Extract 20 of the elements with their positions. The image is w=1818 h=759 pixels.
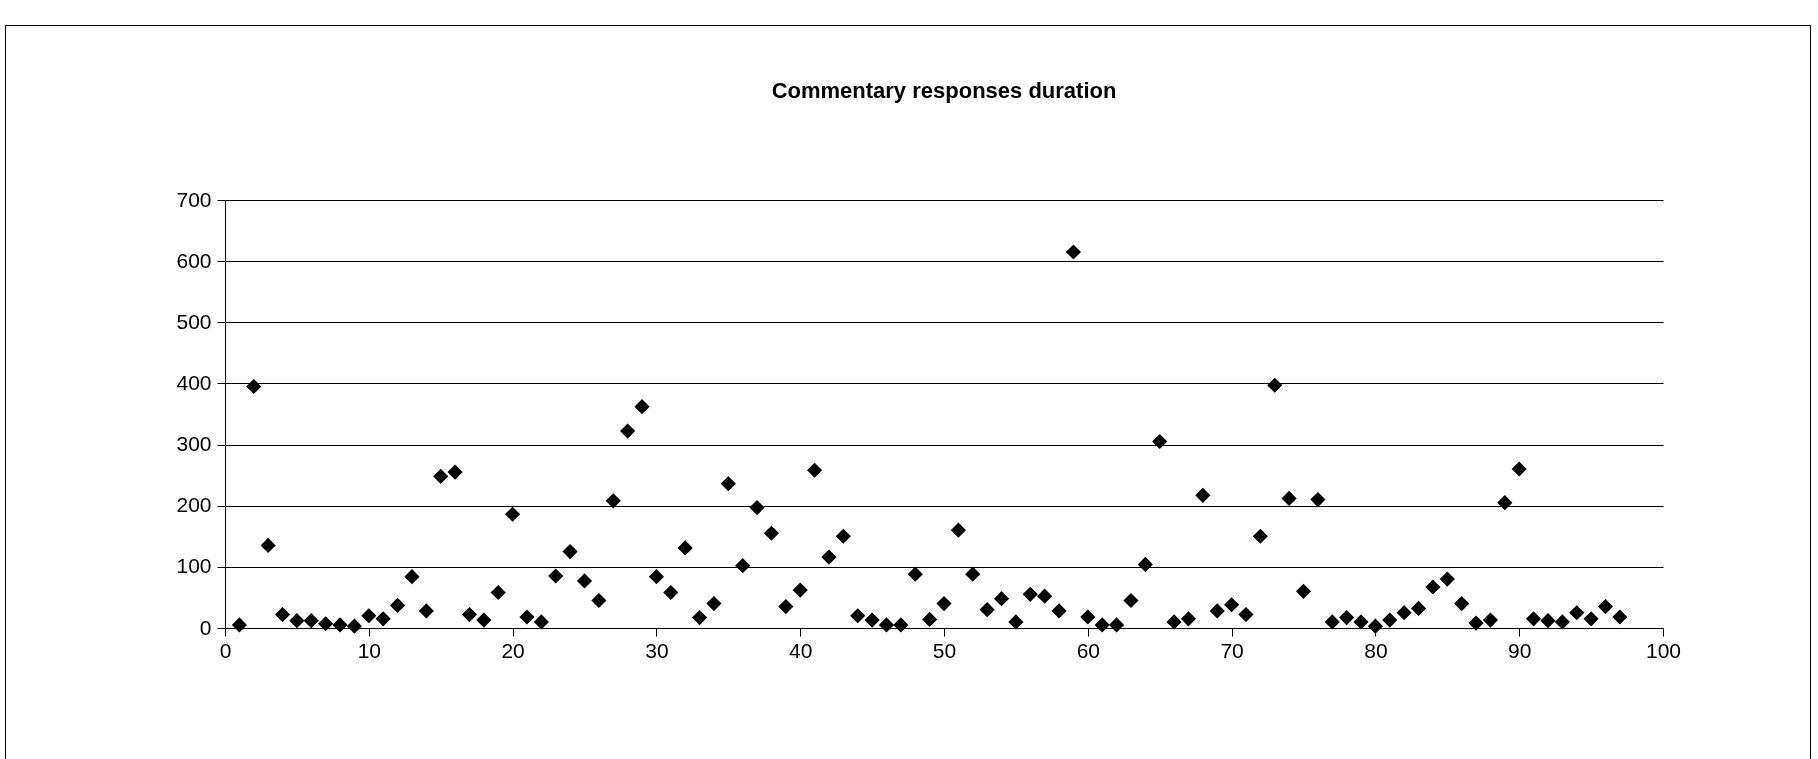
x-tick-label: 50 bbox=[932, 638, 957, 662]
y-tick-label: 600 bbox=[176, 248, 212, 272]
x-tick-label: 10 bbox=[357, 638, 381, 662]
y-tick-label: 700 bbox=[176, 187, 212, 211]
x-tick-label: 30 bbox=[645, 638, 669, 662]
y-tick-label: 200 bbox=[176, 493, 212, 517]
y-tick-label: 400 bbox=[176, 370, 212, 394]
x-tick-label: 100 bbox=[1645, 638, 1682, 662]
x-tick-label: 40 bbox=[789, 638, 813, 662]
x-tick-label: 20 bbox=[501, 638, 525, 662]
y-tick-label: 0 bbox=[199, 615, 212, 639]
x-tick-label: 60 bbox=[1076, 638, 1100, 662]
x-tick-label: 90 bbox=[1508, 638, 1532, 662]
x-tick-label: 0 bbox=[219, 638, 232, 662]
x-tick-label: 80 bbox=[1364, 638, 1388, 662]
y-tick-label: 100 bbox=[176, 554, 212, 578]
chart-title: Commentary responses duration bbox=[771, 78, 1117, 103]
x-tick-label: 70 bbox=[1220, 638, 1244, 662]
y-tick-label: 500 bbox=[176, 309, 212, 333]
y-tick-label: 300 bbox=[176, 432, 212, 456]
